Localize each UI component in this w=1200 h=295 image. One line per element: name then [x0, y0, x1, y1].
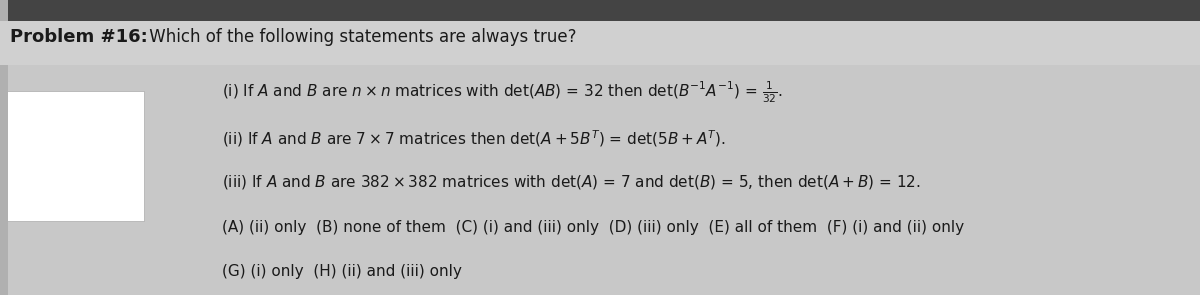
Text: (iii) If $A$ and $B$ are $382 \times 382$ matrices with det$(A)$ = 7 and det$(B): (iii) If $A$ and $B$ are $382 \times 382…: [222, 173, 920, 191]
Text: (G) (i) only  (H) (ii) and (iii) only: (G) (i) only (H) (ii) and (iii) only: [222, 264, 462, 279]
Text: (ii) If $A$ and $B$ are $7 \times 7$ matrices then det$(A + 5B^{T})$ = det$(5B +: (ii) If $A$ and $B$ are $7 \times 7$ mat…: [222, 128, 726, 149]
Text: Problem #16:: Problem #16:: [10, 28, 148, 46]
FancyBboxPatch shape: [6, 91, 144, 221]
Text: (A) (ii) only  (B) none of them  (C) (i) and (iii) only  (D) (iii) only  (E) all: (A) (ii) only (B) none of them (C) (i) a…: [222, 220, 964, 235]
FancyBboxPatch shape: [0, 0, 1200, 21]
FancyBboxPatch shape: [0, 0, 8, 295]
Text: Which of the following statements are always true?: Which of the following statements are al…: [144, 28, 576, 46]
Text: (i) If $A$ and $B$ are $n \times n$ matrices with det$(AB)$ = 32 then det$(B^{-1: (i) If $A$ and $B$ are $n \times n$ matr…: [222, 80, 782, 105]
FancyBboxPatch shape: [0, 21, 1200, 65]
